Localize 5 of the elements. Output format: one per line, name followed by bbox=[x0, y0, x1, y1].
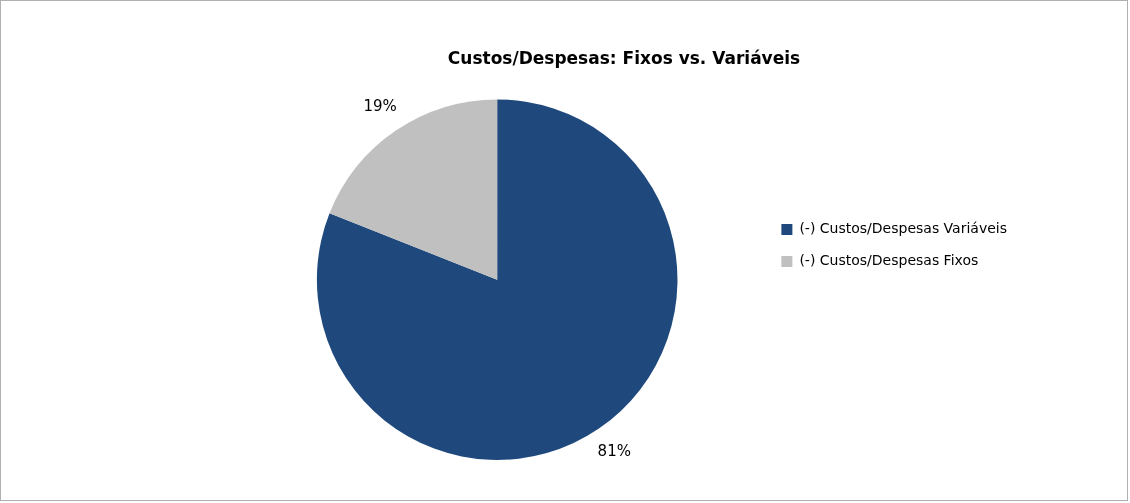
chart-title: Custos/Despesas: Fixos vs. Variáveis bbox=[447, 47, 801, 68]
data-label: 19% bbox=[363, 97, 397, 116]
legend-label: (-) Custos/Despesas Variáveis bbox=[799, 220, 1008, 237]
legend-label: (-) Custos/Despesas Fixos bbox=[799, 252, 979, 269]
data-label: 81% bbox=[597, 441, 631, 460]
